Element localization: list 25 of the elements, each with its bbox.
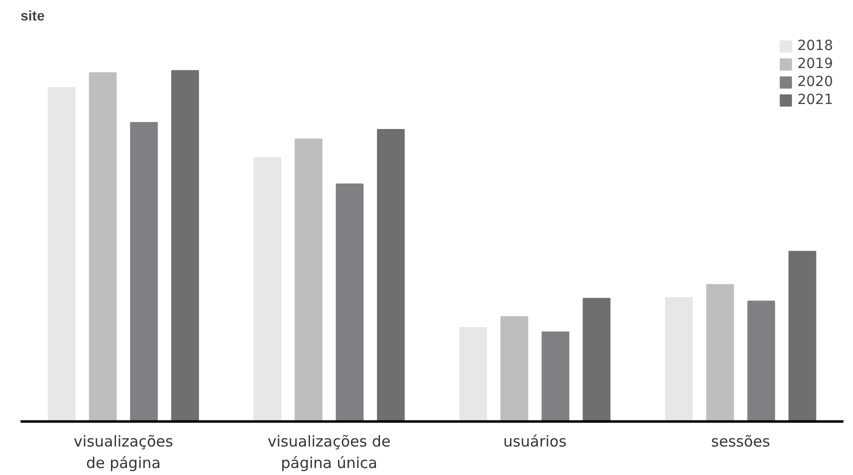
legend-label: 2019	[797, 56, 833, 72]
bar	[336, 183, 364, 422]
bar	[88, 72, 117, 422]
bar	[48, 86, 76, 422]
x-tick-label: visualizações de página única	[268, 432, 391, 472]
bar	[376, 129, 405, 422]
legend-label: 2020	[797, 74, 833, 90]
bar	[294, 138, 322, 422]
bar	[788, 250, 816, 422]
bar	[500, 316, 528, 422]
legend-label: 2018	[797, 38, 833, 54]
bar	[459, 326, 488, 422]
bar	[130, 122, 158, 422]
bar	[171, 70, 199, 422]
bar	[747, 300, 776, 422]
x-tick-label: sessões	[711, 432, 770, 450]
x-tick-label: visualizações de página	[74, 432, 174, 472]
chart-title: site	[20, 8, 45, 24]
bar	[582, 298, 610, 422]
bar	[706, 284, 734, 422]
bar	[254, 157, 282, 422]
bar	[665, 297, 693, 422]
bar	[542, 332, 570, 422]
x-tick-label: usuários	[503, 432, 567, 450]
legend-label: 2021	[797, 92, 833, 108]
